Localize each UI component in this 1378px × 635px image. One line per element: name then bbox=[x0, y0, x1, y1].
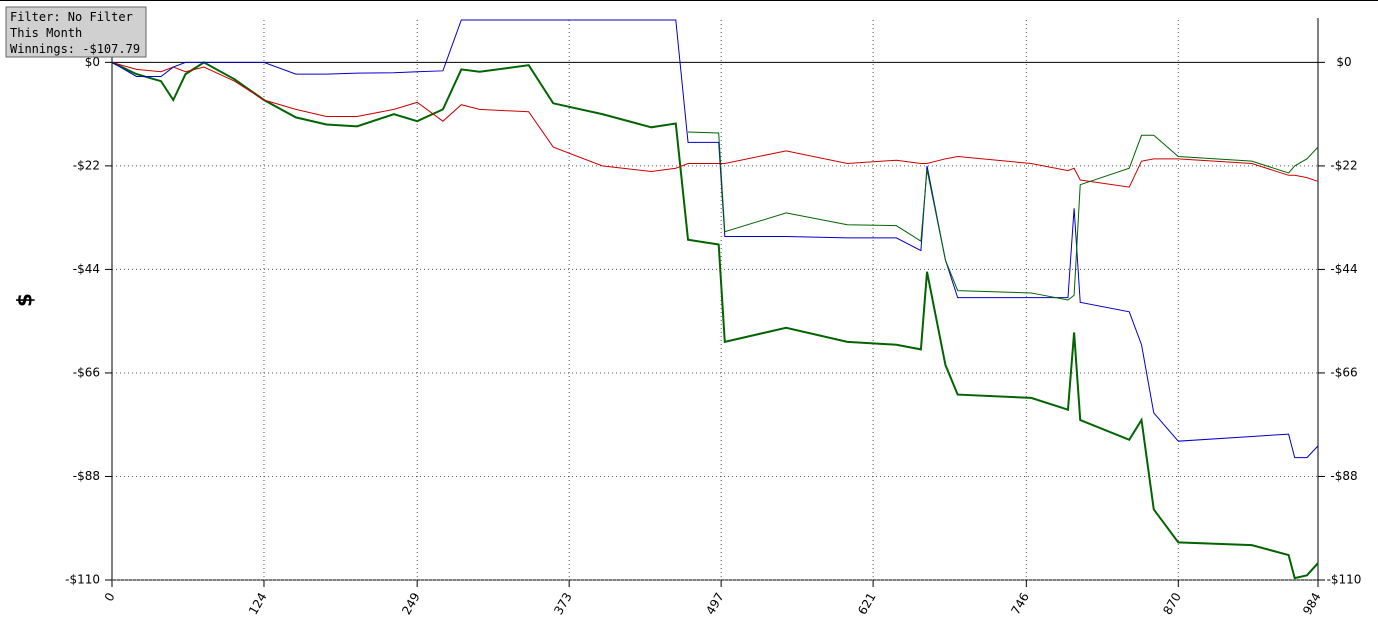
info-box-bg bbox=[5, 6, 147, 58]
series-line bbox=[111, 61, 1319, 580]
y-tick-label-right: -$110 bbox=[1327, 573, 1362, 587]
x-tick-label: 249 bbox=[399, 590, 423, 617]
y-tick-label: -$66 bbox=[73, 365, 100, 379]
x-tick-label: 621 bbox=[855, 590, 879, 617]
info-text: Filter: No Filter bbox=[10, 10, 133, 24]
x-tick-label: 746 bbox=[1008, 590, 1032, 617]
y-axis-label: $ bbox=[13, 293, 37, 307]
y-tick-label: -$44 bbox=[73, 262, 100, 276]
x-tick-label: 870 bbox=[1160, 590, 1184, 617]
y-tick-label-right: -$22 bbox=[1330, 158, 1357, 172]
info-box: Filter: No Filter This Month Winnings: -$1… bbox=[5, 6, 147, 58]
y-tick-label-right: -$88 bbox=[1330, 469, 1357, 483]
info-text: This Month bbox=[10, 26, 82, 40]
y-tick-label: -$22 bbox=[73, 158, 100, 172]
y-tick-label: -$88 bbox=[73, 469, 100, 483]
x-tick-label: 0 bbox=[102, 590, 118, 604]
y-tick-label-right: $0 bbox=[1336, 55, 1351, 69]
series-line bbox=[111, 61, 1319, 188]
info-text: Winnings: -$107.79 bbox=[10, 42, 140, 56]
x-tick-label: 497 bbox=[703, 590, 727, 617]
x-tick-label: 124 bbox=[246, 590, 270, 617]
x-tick-label: 373 bbox=[551, 590, 575, 617]
series-line bbox=[111, 19, 1319, 459]
y-tick-label-right: -$66 bbox=[1330, 365, 1357, 379]
x-tick-label: 984 bbox=[1300, 590, 1324, 617]
y-tick-label: $0 bbox=[85, 55, 100, 69]
y-tick-label-right: -$44 bbox=[1330, 262, 1357, 276]
series-line bbox=[688, 131, 1319, 301]
y-tick-label: -$110 bbox=[65, 573, 100, 587]
